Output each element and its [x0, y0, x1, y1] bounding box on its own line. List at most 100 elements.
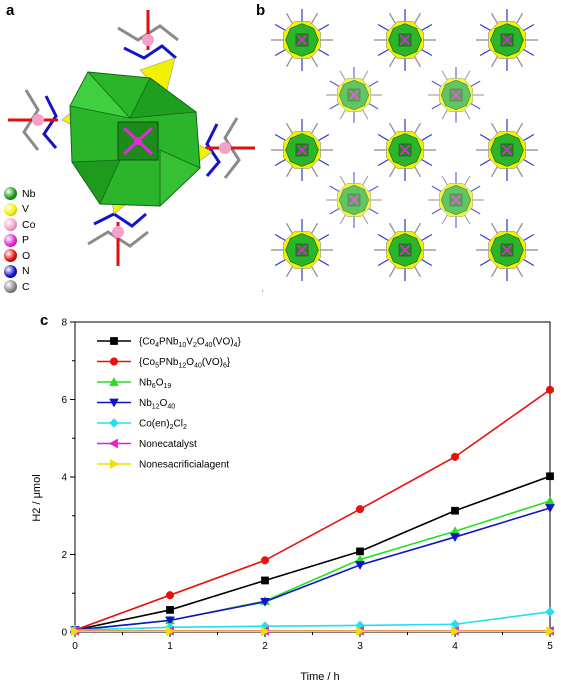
element-legend-item: P	[4, 233, 35, 249]
data-point	[356, 626, 366, 637]
series-line	[74, 507, 551, 631]
cluster-unit	[326, 67, 382, 123]
element-symbol: N	[22, 265, 30, 278]
cluster-unit	[476, 219, 538, 281]
polyoxometalate-structure-illustration	[8, 10, 255, 266]
data-point	[165, 591, 175, 600]
x-tick-label: 5	[547, 641, 553, 652]
legend-marker	[109, 398, 119, 408]
element-legend-item: N	[4, 264, 35, 280]
element-legend: Nb V Co P O N C	[4, 186, 35, 295]
data-point	[545, 504, 555, 514]
x-tick-label: 4	[452, 641, 458, 652]
y-axis-title: H2 / μmol	[31, 474, 43, 521]
plot-area-frame	[74, 321, 551, 633]
series-1	[70, 385, 555, 635]
series-line	[74, 389, 551, 631]
x-tick-label: 2	[262, 641, 268, 652]
element-legend-item: Co	[4, 217, 35, 233]
panel-a-label: a	[6, 2, 15, 19]
cluster-unit	[476, 119, 538, 181]
data-point	[450, 533, 460, 543]
element-symbol: Co	[22, 218, 36, 231]
panel-c: c 0 1 2 3 4 5 0 2 4 6 8 {Co4PNb10V2O40(VO)4} {Co5PN…	[0, 310, 561, 685]
cluster-unit	[271, 9, 333, 71]
panel-b: b z x y	[223, 0, 561, 310]
co-en-arms	[8, 10, 255, 266]
data-point	[546, 472, 554, 481]
legend-marker	[110, 459, 120, 469]
cluster-unit	[428, 67, 484, 123]
atom-ball-icon	[4, 218, 17, 232]
legend-label: Nb6O19	[139, 378, 171, 391]
legend-marker	[109, 357, 119, 366]
cluster-unit	[374, 219, 436, 281]
element-symbol: C	[22, 280, 30, 293]
element-symbol: O	[22, 249, 31, 262]
cluster-unit	[374, 9, 436, 71]
cluster-unit	[374, 119, 436, 181]
data-point	[261, 626, 271, 637]
legend-item: Nb12O40	[97, 398, 175, 411]
element-legend-item: V	[4, 202, 35, 218]
legend-item: {Co5PNb12O40(VO)6}	[97, 357, 231, 370]
y-tick-label: 0	[61, 628, 67, 639]
legend-label: Co(en)2Cl2	[139, 419, 187, 432]
legend-marker	[108, 438, 118, 449]
x-axis-label: x	[262, 288, 264, 299]
data-point	[451, 506, 459, 515]
x-tick-label: 3	[357, 641, 363, 652]
atom-ball-icon	[4, 187, 17, 201]
y-tick-label: 6	[61, 395, 67, 406]
x-axis-title: Time / h	[300, 671, 339, 683]
element-symbol: P	[22, 234, 30, 247]
panel-a: a Nb V Co P O N C	[0, 0, 262, 310]
legend-item: Nonesacrificialagent	[97, 459, 229, 471]
legend-label: {Co5PNb12O40(VO)6}	[139, 357, 231, 370]
series-2	[70, 496, 555, 634]
atom-ball-icon	[4, 264, 17, 278]
legend-label: Nonecatalyst	[139, 439, 197, 450]
panel-c-label: c	[40, 312, 49, 329]
legend-label: Nonesacrificialagent	[139, 460, 229, 471]
data-point	[355, 561, 365, 570]
data-point	[355, 505, 365, 514]
legend-item: {Co4PNb10V2O40(VO)4}	[97, 337, 241, 349]
x-tick-label: 0	[72, 641, 78, 652]
data-point	[545, 385, 555, 394]
data-point	[260, 556, 270, 565]
series-line	[74, 611, 551, 631]
data-point	[545, 496, 555, 505]
element-legend-item: C	[4, 279, 35, 295]
element-legend-item: Nb	[4, 186, 35, 202]
data-point	[545, 606, 555, 617]
x-tick-label: 1	[167, 641, 173, 652]
legend-marker	[110, 337, 118, 345]
data-point	[71, 626, 81, 637]
cluster-unit	[271, 119, 333, 181]
atom-ball-icon	[4, 249, 17, 263]
data-point	[165, 616, 175, 626]
legend-marker	[109, 376, 119, 386]
y-tick-label: 4	[61, 473, 67, 484]
atom-ball-icon	[4, 233, 17, 247]
cluster-unit	[326, 172, 382, 228]
data-point	[451, 626, 461, 637]
y-tick-label: 2	[61, 550, 67, 561]
atom-ball-icon	[4, 280, 17, 294]
cluster-unit	[428, 172, 484, 228]
crystal-packing-illustration: z x y	[223, 9, 538, 309]
legend-item: Nonecatalyst	[97, 438, 197, 450]
element-legend-item: O	[4, 248, 35, 264]
h2-evolution-chart: 0 1 2 3 4 5 0 2 4 6 8 {Co4PNb10V2O40(VO)4} {Co5PNb1…	[31, 318, 556, 683]
data-point	[450, 452, 460, 461]
data-point	[166, 606, 174, 614]
element-symbol: Nb	[22, 187, 36, 200]
panel-b-label: b	[256, 2, 266, 19]
data-point	[546, 626, 556, 637]
legend-item: Co(en)2Cl2	[97, 418, 187, 432]
data-point	[261, 576, 269, 585]
legend-label: Nb12O40	[139, 398, 175, 411]
atom-ball-icon	[4, 202, 17, 216]
cluster-unit	[476, 9, 538, 71]
